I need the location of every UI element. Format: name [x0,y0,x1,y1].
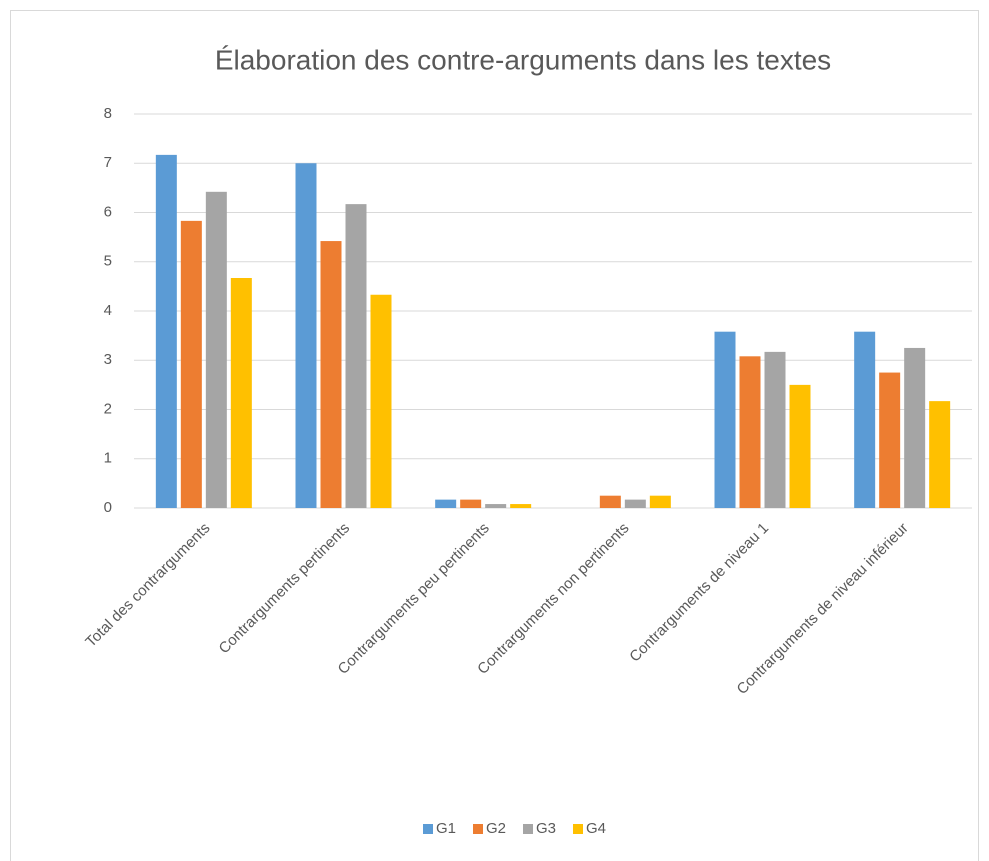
bar [435,499,457,508]
bar [485,504,507,508]
legend-swatch [573,824,583,834]
y-tick-label: 2 [104,400,112,417]
y-tick-label: 1 [104,450,112,467]
legend-label: G4 [586,820,606,837]
y-tick-label: 0 [104,499,112,516]
legend-label: G3 [536,820,556,837]
bar [599,495,621,508]
bar [879,372,901,508]
bar [205,191,227,508]
chart-title: Élaboration des contre-arguments dans le… [215,44,831,75]
bar [180,220,202,508]
bar [230,278,252,508]
bar [320,241,342,508]
bar [155,154,177,508]
bar [764,351,786,508]
legend-swatch [473,824,483,834]
bar [714,331,736,508]
y-tick-label: 3 [104,351,112,368]
y-tick-label: 8 [104,105,112,122]
bar [624,499,646,508]
bar [739,356,761,508]
legend-swatch [523,824,533,834]
bar [295,163,317,508]
bar [929,401,951,508]
bar [345,204,367,508]
bar [370,294,392,508]
chart-border [10,10,979,861]
legend-label: G1 [436,820,456,837]
y-tick-label: 7 [104,154,112,171]
legend-label: G2 [486,820,506,837]
bar [649,495,671,508]
bar [460,499,482,508]
bar [510,504,532,508]
y-tick-label: 6 [104,203,112,220]
bar [854,331,876,508]
y-tick-label: 5 [104,253,112,270]
bar [904,347,926,508]
legend-swatch [423,824,433,834]
bar [789,384,811,508]
y-tick-label: 4 [104,302,112,319]
